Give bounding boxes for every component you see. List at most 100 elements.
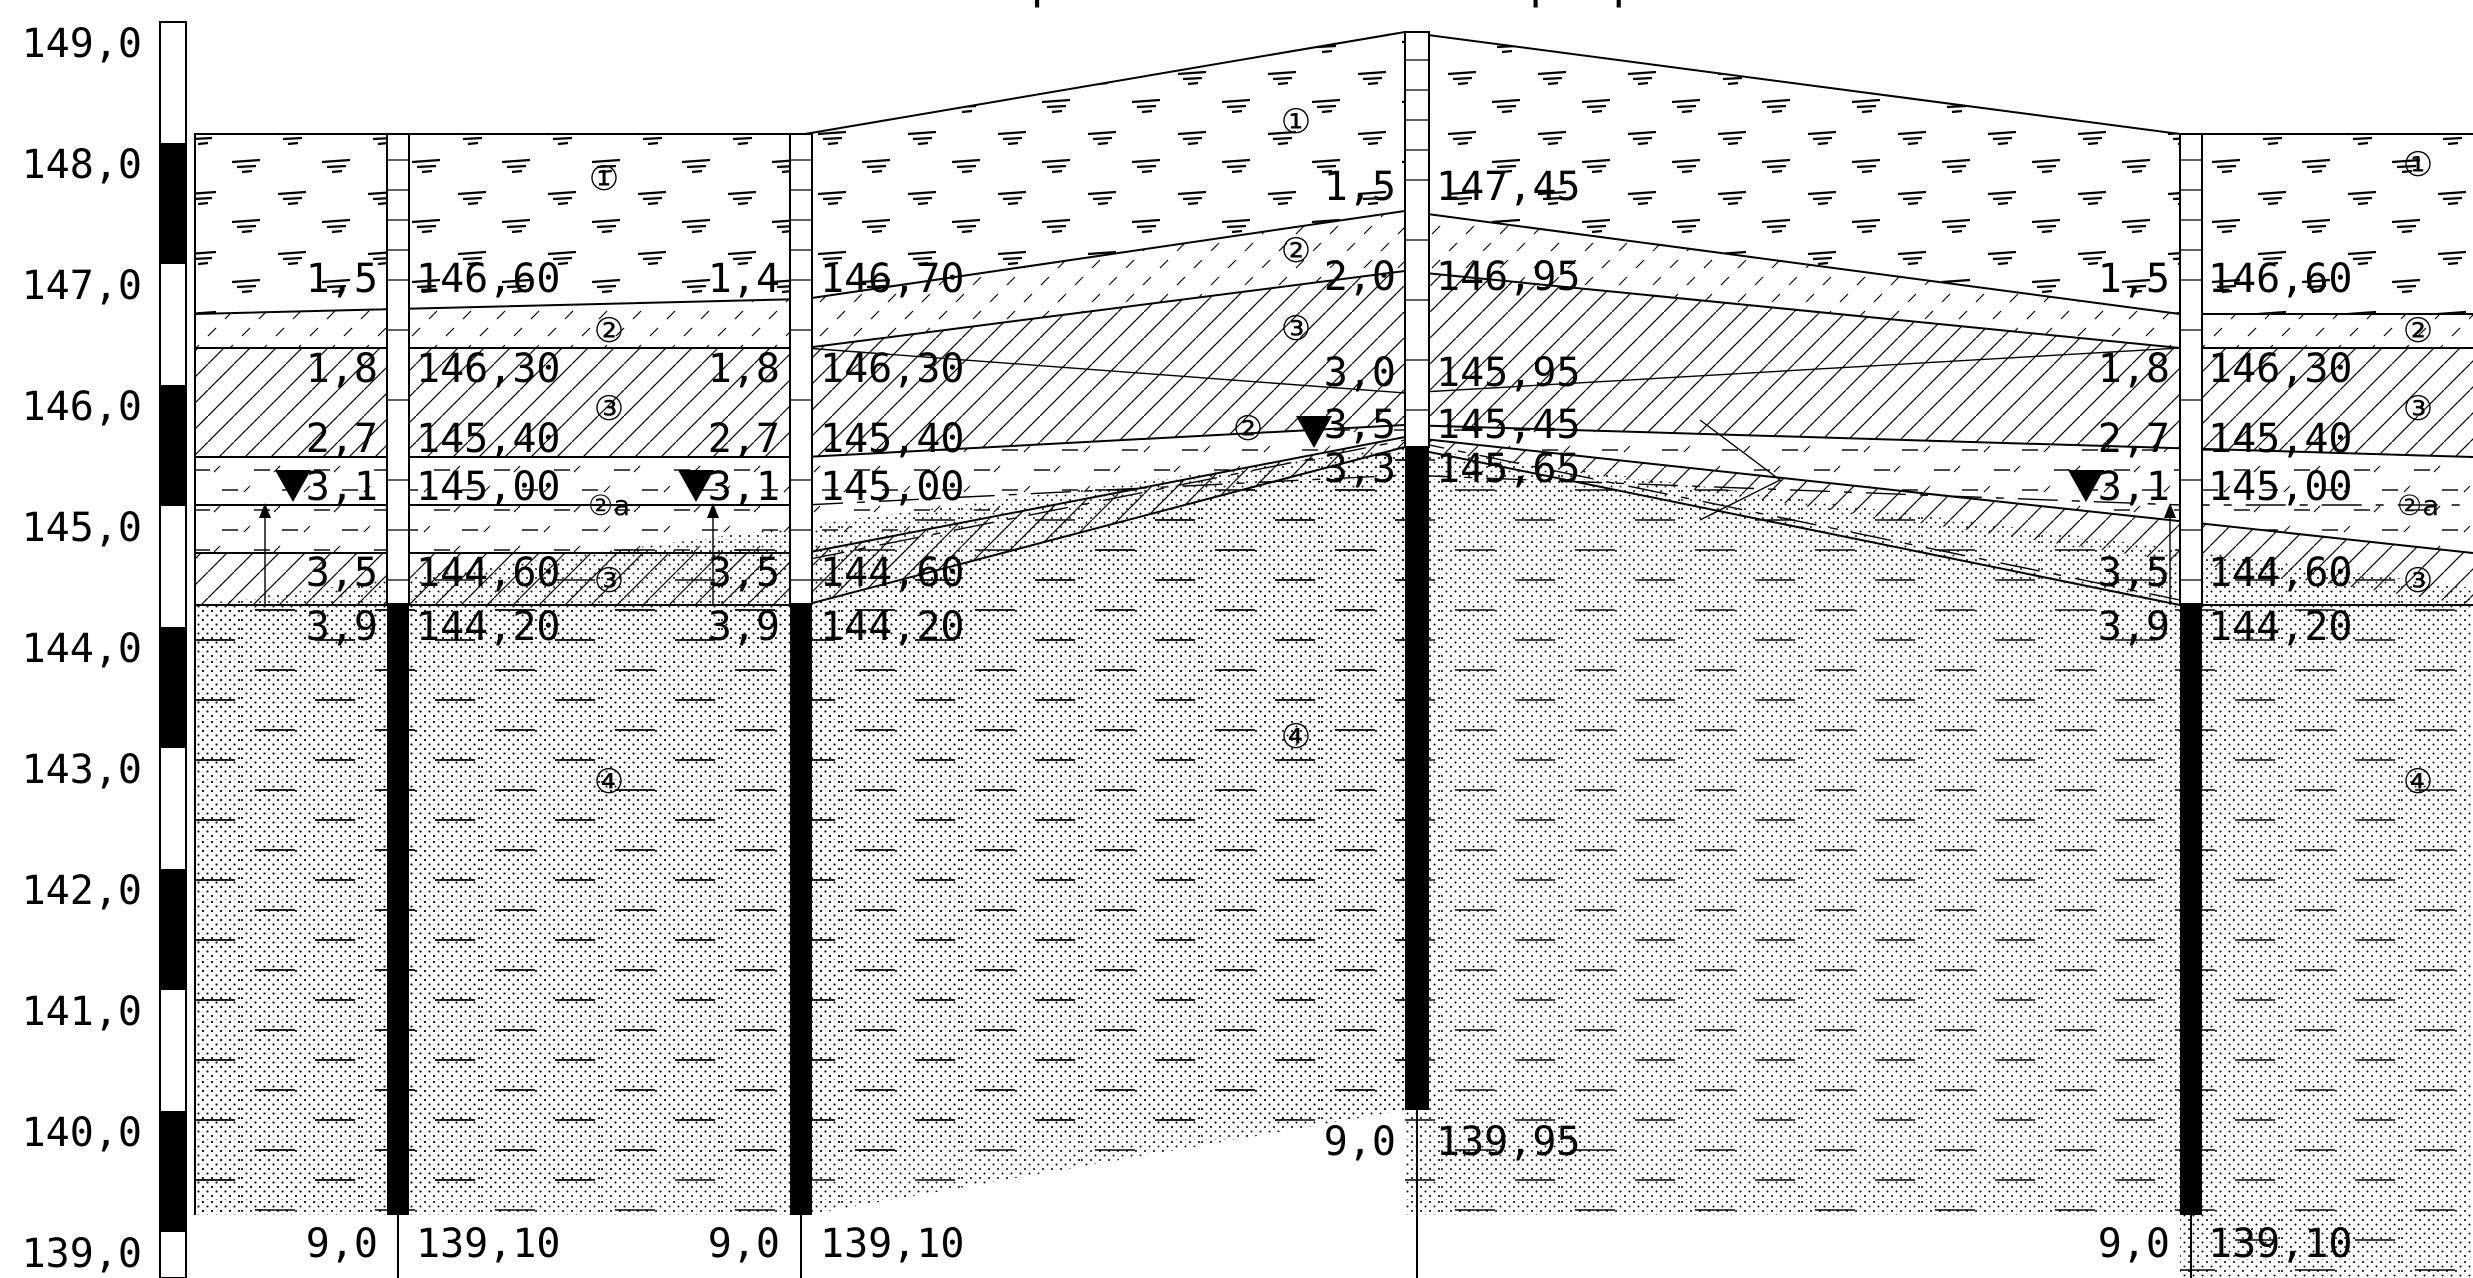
elevation-label: 144,20 xyxy=(2208,604,2353,650)
depth-label: 3,5 xyxy=(1324,402,1396,448)
elevation-label: 144,20 xyxy=(820,604,965,650)
scale-label: 149,0 xyxy=(22,21,142,67)
elevation-label: 146,70 xyxy=(820,256,965,302)
elevation-label: 144,20 xyxy=(416,604,561,650)
water-level-icon xyxy=(275,470,311,502)
elevation-label: 147,45 xyxy=(1436,164,1581,210)
elevation-label: 145,95 xyxy=(1436,350,1581,396)
layer-label: ② xyxy=(1281,231,1311,271)
layer-3-upper xyxy=(195,348,2473,457)
borehole-core xyxy=(387,604,409,1215)
layer-label: ②а xyxy=(2397,489,2439,522)
layer-labels: ① ② ③ ②а ③ ④ ① ② ③ ② ④ ① ② ③ ②а ③ ④ xyxy=(588,102,2439,802)
layer-3-lower xyxy=(195,437,2473,605)
bottom-depth-label: 9,0 xyxy=(306,1221,378,1267)
depth-label: 1,8 xyxy=(306,346,378,392)
depth-label: 3,9 xyxy=(708,604,780,650)
elevation-label: 145,40 xyxy=(416,416,561,462)
scale-label: 142,0 xyxy=(22,868,142,914)
elevation-label: 145,00 xyxy=(820,464,965,510)
layer-label: ③ xyxy=(2403,389,2433,429)
layer-label: ② xyxy=(1233,409,1263,449)
elevation-label: 146,60 xyxy=(2208,256,2353,302)
scale-block-black xyxy=(160,1111,186,1232)
elevation-label: 145,45 xyxy=(1436,402,1581,448)
layer-label: ③ xyxy=(594,561,624,601)
depth-label: 3,1 xyxy=(708,464,780,510)
water-level-icon xyxy=(1296,416,1332,448)
elevation-scale: 149,0 148,0 147,0 146,0 145,0 144,0 143,… xyxy=(22,21,187,1278)
water-level-icon xyxy=(678,470,714,502)
elevation-label: 146,30 xyxy=(416,346,561,392)
elevation-label: 145,00 xyxy=(416,464,561,510)
elevation-label: 145,40 xyxy=(2208,416,2353,462)
borehole-column xyxy=(386,133,410,605)
scale-label: 143,0 xyxy=(22,747,142,793)
layer-label: ④ xyxy=(594,762,624,802)
scale-label: 147,0 xyxy=(22,263,142,309)
borehole-core xyxy=(1405,447,1429,1110)
depth-label: 1,5 xyxy=(1324,164,1396,210)
groundwater-markers xyxy=(259,416,2176,605)
elevation-label: 146,30 xyxy=(820,346,965,392)
borehole-core xyxy=(2180,604,2202,1215)
borehole-column xyxy=(2179,133,2203,605)
elevation-label: 144,60 xyxy=(416,550,561,596)
layer-label: ③ xyxy=(1281,309,1311,349)
elevation-label: 146,30 xyxy=(2208,346,2353,392)
layer-3-upper-wedge xyxy=(805,271,2473,393)
layer-label: ④ xyxy=(2403,762,2433,802)
elevation-label: 146,95 xyxy=(1436,254,1581,300)
scale-block-black xyxy=(160,385,186,506)
bottom-depth-label: 9,0 xyxy=(708,1221,780,1267)
layer-label: ② xyxy=(594,311,624,351)
borehole-1-labels: 1,5 146,60 1,8 146,30 2,7 145,40 3,1 145… xyxy=(306,256,561,1267)
depth-label: 2,7 xyxy=(306,416,378,462)
scale-block-black xyxy=(160,869,186,990)
bottom-elevation-label: 139,10 xyxy=(820,1221,965,1267)
layer-label: ① xyxy=(589,159,619,199)
depth-label: 3,5 xyxy=(708,550,780,596)
depth-label: 2,0 xyxy=(1324,254,1396,300)
scale-block-black xyxy=(160,143,186,264)
scale-label: 148,0 xyxy=(22,142,142,188)
bottom-depth-label: 9,0 xyxy=(2098,1221,2170,1267)
depth-label: 2,7 xyxy=(708,416,780,462)
depth-label: 1,5 xyxy=(306,256,378,302)
scale-label: 139,0 xyxy=(22,1231,142,1277)
scale-label: 141,0 xyxy=(22,989,142,1035)
depth-label: 1,8 xyxy=(708,346,780,392)
borehole-columns xyxy=(386,31,2203,1278)
layer-label: ④ xyxy=(1281,717,1311,757)
bottom-depth-label: 9,0 xyxy=(1324,1119,1396,1165)
bottom-elevation-label: 139,95 xyxy=(1436,1119,1581,1165)
depth-label: 2,7 xyxy=(2098,416,2170,462)
layer-label: ②а xyxy=(588,489,630,522)
borehole-4-labels: 1,5 146,60 1,8 146,30 2,7 145,40 3,1 145… xyxy=(2098,256,2353,1267)
soil-layers xyxy=(195,32,2473,1278)
depth-label: 3,0 xyxy=(1324,350,1396,396)
depth-label: 3,5 xyxy=(2098,550,2170,596)
depth-label: 1,8 xyxy=(2098,346,2170,392)
elevation-label: 144,60 xyxy=(820,550,965,596)
layer-label: ③ xyxy=(2403,561,2433,601)
elevation-label: 145,40 xyxy=(820,416,965,462)
section-title: Инженерно-геологический разрез xyxy=(865,0,1696,9)
scale-label: 146,0 xyxy=(22,384,142,430)
bottom-elevation-label: 139,10 xyxy=(2208,1221,2353,1267)
bottom-elevation-label: 139,10 xyxy=(416,1221,561,1267)
scale-label: 140,0 xyxy=(22,1110,142,1156)
elevation-label: 146,60 xyxy=(416,256,561,302)
layer-label: ③ xyxy=(594,389,624,429)
depth-label: 3,9 xyxy=(2098,604,2170,650)
depth-label: 1,5 xyxy=(2098,256,2170,302)
borehole-3-labels: 1,5 147,45 2,0 146,95 3,0 145,95 3,5 145… xyxy=(1324,164,1581,1165)
scale-label: 144,0 xyxy=(22,626,142,672)
water-level-icon xyxy=(2068,470,2104,502)
layer-label: ① xyxy=(2403,145,2433,185)
elevation-label: 144,60 xyxy=(2208,550,2353,596)
borehole-core xyxy=(790,604,812,1215)
elevation-label: 145,65 xyxy=(1436,446,1581,492)
borehole-column xyxy=(789,133,813,605)
